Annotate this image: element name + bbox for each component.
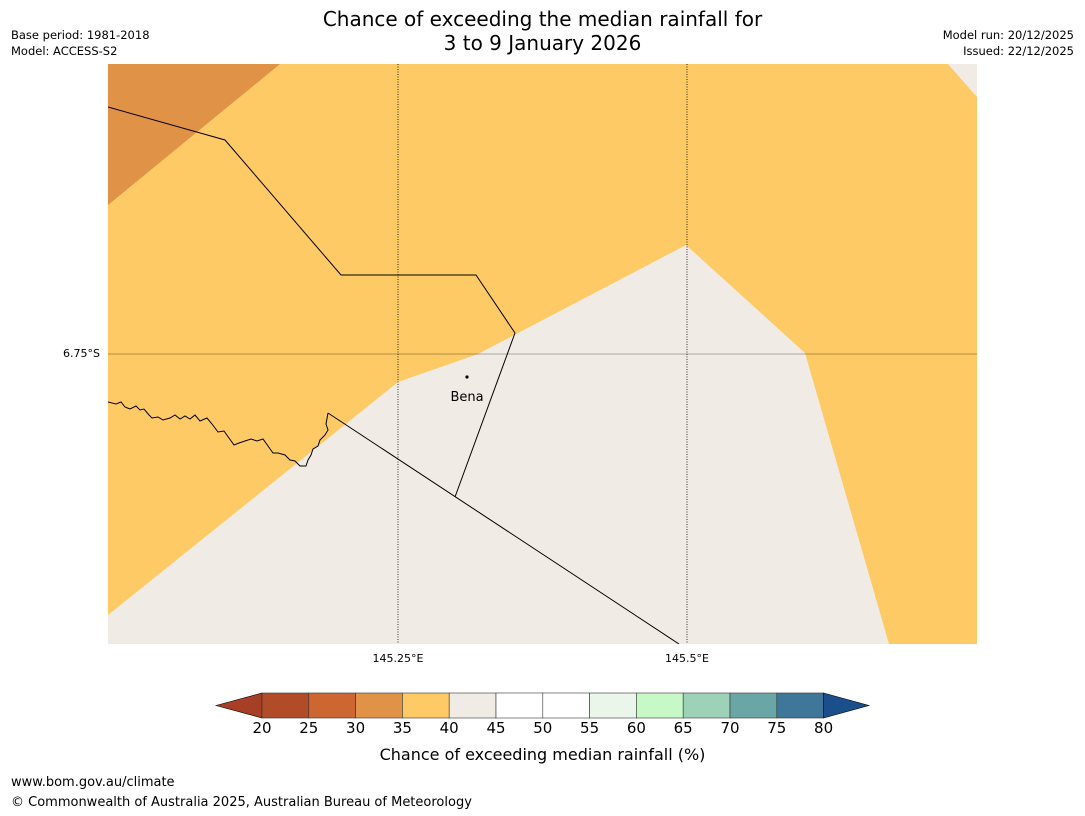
meta-right: Model run: 20/12/2025 Issued: 22/12/2025 [943, 27, 1074, 59]
boundary-line-north [108, 106, 516, 334]
colorbar-segment [589, 692, 637, 719]
colorbar-tick-label: 80 [814, 719, 834, 737]
colorbar-segment [308, 692, 356, 719]
issued-date: Issued: 22/12/2025 [963, 44, 1074, 58]
colorbar-tick-label: 50 [533, 719, 553, 737]
colorbar-tick-label: 35 [392, 719, 412, 737]
colorbar-label: Chance of exceeding median rainfall (%) [379, 745, 706, 764]
lat-label: 6.75°S [63, 347, 100, 360]
colorbar-segment [402, 692, 450, 719]
meta-left: Base period: 1981-2018 Model: ACCESS-S2 [11, 27, 150, 59]
rainfall-map[interactable]: Bena [108, 64, 977, 644]
map-title: Chance of exceeding the median rainfall … [0, 7, 1085, 55]
place-marker-bena[interactable] [465, 375, 469, 379]
colorbar-tick-label: 30 [346, 719, 366, 737]
colorbar-segment [261, 692, 310, 719]
coastline [108, 401, 329, 467]
colorbar-tick-label: 20 [252, 719, 272, 737]
colorbar-tick-label: 70 [720, 719, 740, 737]
colorbar-segment [542, 692, 590, 719]
colorbar-tick-label: 60 [626, 719, 646, 737]
colorbar-tick-label: 25 [299, 719, 319, 737]
base-period: Base period: 1981-2018 [11, 28, 150, 42]
colorbar-extend-high [823, 692, 871, 719]
boundary-line-south [327, 412, 680, 644]
title-line-1: Chance of exceeding the median rainfall … [322, 7, 763, 31]
colorbar [214, 692, 871, 719]
colorbar-segment [355, 692, 403, 719]
footer-url[interactable]: www.bom.gov.au/climate [11, 775, 175, 790]
lon-label-145-25: 145.25°E [372, 652, 424, 665]
colorbar-tick-label: 40 [439, 719, 459, 737]
region-40-45 [108, 245, 889, 644]
boundary-line-central [454, 332, 516, 498]
region-30-35 [108, 64, 280, 205]
footer-copyright: © Commonwealth of Australia 2025, Austra… [11, 795, 472, 810]
colorbar-segment [495, 692, 544, 719]
colorbar-segment [729, 692, 778, 719]
colorbar-tick-label: 55 [580, 719, 600, 737]
place-label-bena: Bena [450, 390, 483, 405]
colorbar-extend-low [214, 692, 263, 719]
lon-label-145-5: 145.5°E [665, 652, 709, 665]
colorbar-segment [682, 692, 731, 719]
colorbar-tick-label: 45 [486, 719, 506, 737]
colorbar-tick-label: 75 [767, 719, 787, 737]
model-name: Model: ACCESS-S2 [11, 44, 118, 58]
colorbar-segment [636, 692, 684, 719]
title-line-2: 3 to 9 January 2026 [443, 31, 642, 55]
region-40-45-corner [948, 64, 977, 97]
colorbar-tick-label: 65 [673, 719, 693, 737]
colorbar-segment [776, 692, 824, 719]
model-run: Model run: 20/12/2025 [942, 28, 1074, 42]
colorbar-segment [448, 692, 497, 719]
